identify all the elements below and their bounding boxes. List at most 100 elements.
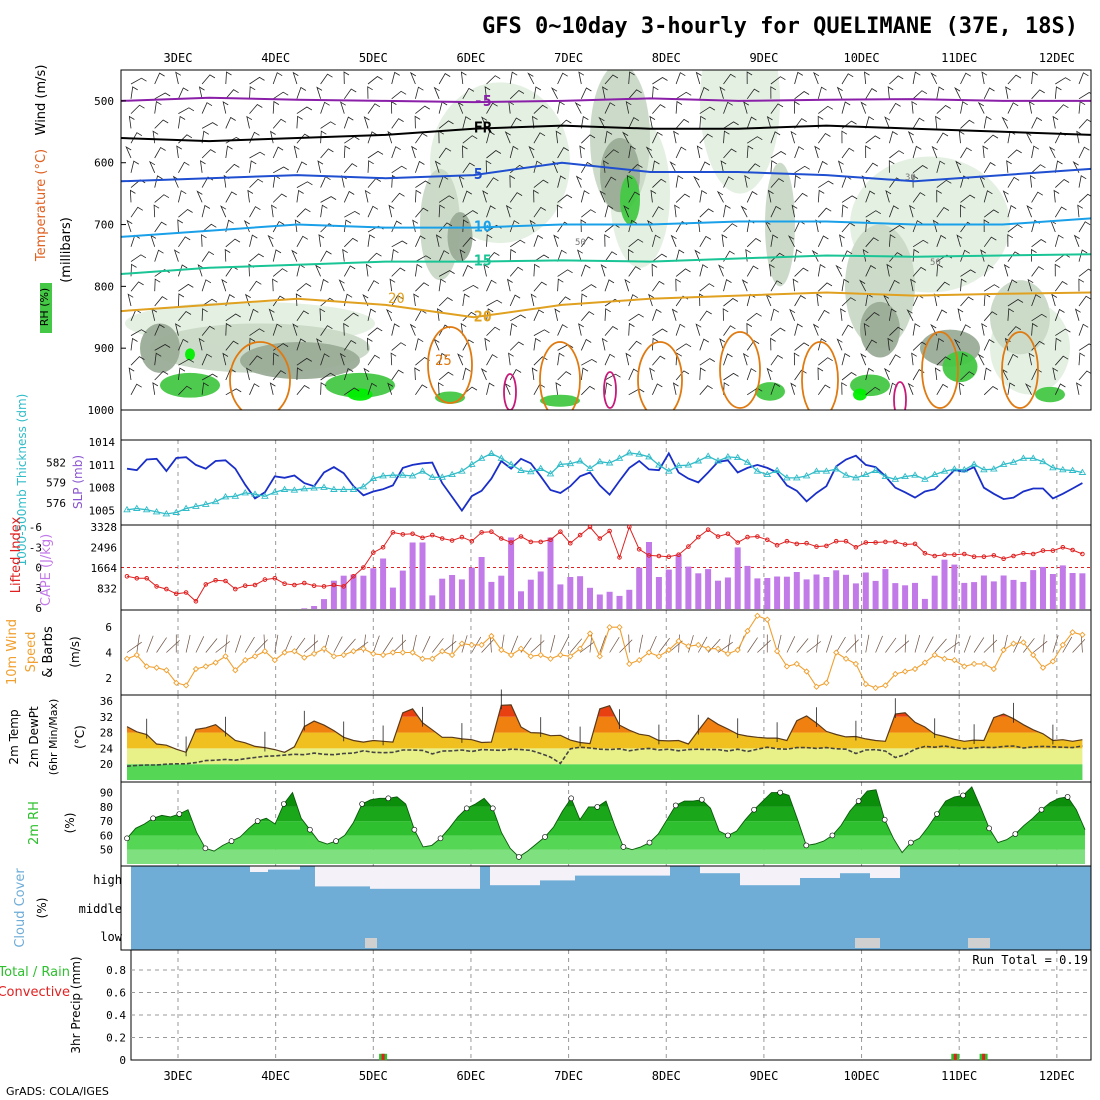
wind-barb-10m: [717, 641, 733, 653]
wind-barb: [557, 101, 565, 114]
wind-speed-point: [153, 664, 160, 671]
wind-speed-point: [833, 649, 840, 656]
wind-barb: [675, 72, 686, 85]
wind-barb: [865, 312, 880, 322]
wind-barb: [1007, 149, 1022, 159]
lifted-index-point: [794, 541, 800, 547]
wind-speed-point: [921, 659, 929, 666]
y-tick-label: 900: [94, 342, 114, 355]
wind-barb: [936, 263, 943, 277]
wind-barb: [1078, 146, 1090, 159]
wind-speed-point: [498, 646, 505, 654]
wind-barb: [1007, 102, 1019, 114]
wind-barb: [272, 193, 287, 203]
wind-barb: [249, 308, 259, 321]
x-tick-label-bottom: 10DEC: [843, 1069, 879, 1083]
lifted-index-point: [272, 576, 278, 581]
wind-barb: [835, 264, 843, 277]
cape-bar: [793, 572, 800, 609]
wind-barb: [343, 190, 355, 203]
wind-barb: [722, 308, 729, 321]
wind-barb: [1076, 130, 1083, 144]
wind-barb: [553, 234, 560, 247]
wind-barb: [198, 337, 205, 351]
wind-speed-point: [675, 637, 682, 645]
temp-band: [127, 704, 1083, 717]
wind-barb: [671, 308, 678, 321]
wind-barb-10m: [382, 637, 394, 653]
rh-point: [437, 835, 444, 842]
wind-barb: [201, 234, 207, 247]
wind-barb: [533, 309, 545, 321]
rh-point: [516, 854, 522, 860]
wind-barb: [817, 160, 828, 173]
convective-bar: [982, 1053, 986, 1061]
wind-barb: [225, 163, 240, 174]
wind-speed-point: [182, 682, 190, 689]
wind-barb: [865, 237, 879, 248]
rh-tick-label: 80: [100, 801, 113, 814]
wind-barb: [367, 86, 373, 99]
wind-barb: [130, 383, 142, 395]
rh-band: [127, 849, 1085, 864]
wind-barb: [486, 177, 499, 188]
wind-barb: [529, 219, 536, 233]
wind-barb: [555, 130, 562, 144]
thickness-point: [123, 505, 131, 513]
wind-barb: [909, 204, 915, 218]
cape-bar: [439, 578, 446, 609]
wind-barb: [699, 133, 713, 144]
wind-barb: [555, 382, 562, 395]
lifted-index-point: [420, 535, 425, 541]
wind-barb: [438, 195, 455, 203]
thickness-point: [1049, 463, 1057, 471]
cape-bar: [1040, 566, 1046, 609]
wind-barb: [652, 77, 668, 85]
wind-barb: [130, 160, 140, 173]
wind-barb: [723, 148, 737, 159]
wind-barb: [580, 87, 592, 99]
wind-barb: [249, 206, 261, 218]
wind-barb: [178, 107, 195, 114]
wind-barb: [603, 160, 609, 173]
cape-bar: [774, 576, 781, 609]
humidity-shading: [765, 162, 795, 287]
wind-barb: [604, 325, 619, 336]
lifted-index-point: [331, 582, 337, 588]
precip-tick-label: 0.4: [106, 1009, 126, 1022]
lifted-index-point: [499, 536, 504, 541]
wind-barb: [980, 249, 987, 262]
wind-barb: [201, 353, 213, 366]
lifted-index-point: [558, 529, 563, 535]
wind-barb: [912, 165, 928, 174]
wind-speed-point: [596, 653, 603, 660]
wind-barb-10m: [747, 637, 758, 653]
wind-barb: [817, 189, 825, 203]
wind-barb: [533, 206, 547, 218]
precip-label: 3hr Precip (mm): [69, 956, 83, 1053]
wind-barb-10m: [628, 634, 630, 653]
rh-point: [202, 845, 209, 852]
wind-barb-10m: [126, 641, 142, 653]
wind-barb: [813, 71, 820, 85]
wind-speed-point: [360, 645, 367, 652]
wind-barb: [604, 130, 613, 144]
panel-frame: [120, 439, 1092, 526]
cape-bar: [1069, 573, 1076, 609]
wind-speed-point: [389, 649, 397, 656]
wind-barb: [367, 382, 378, 395]
wind-speed-point: [655, 653, 663, 660]
thickness-point: [487, 449, 496, 456]
wind-speed-point: [734, 646, 741, 654]
thickness-point: [261, 492, 269, 499]
wind-barb: [554, 308, 561, 321]
wind-barb: [225, 313, 241, 322]
lifted-index-point: [853, 545, 859, 550]
wind-barb: [675, 352, 683, 366]
wind-barb: [836, 338, 843, 351]
wind-barb: [1054, 383, 1066, 395]
cape-bar: [852, 583, 859, 609]
wind-barb: [367, 252, 382, 262]
wind-barb: [936, 179, 952, 188]
wind-speed-point: [744, 627, 751, 635]
